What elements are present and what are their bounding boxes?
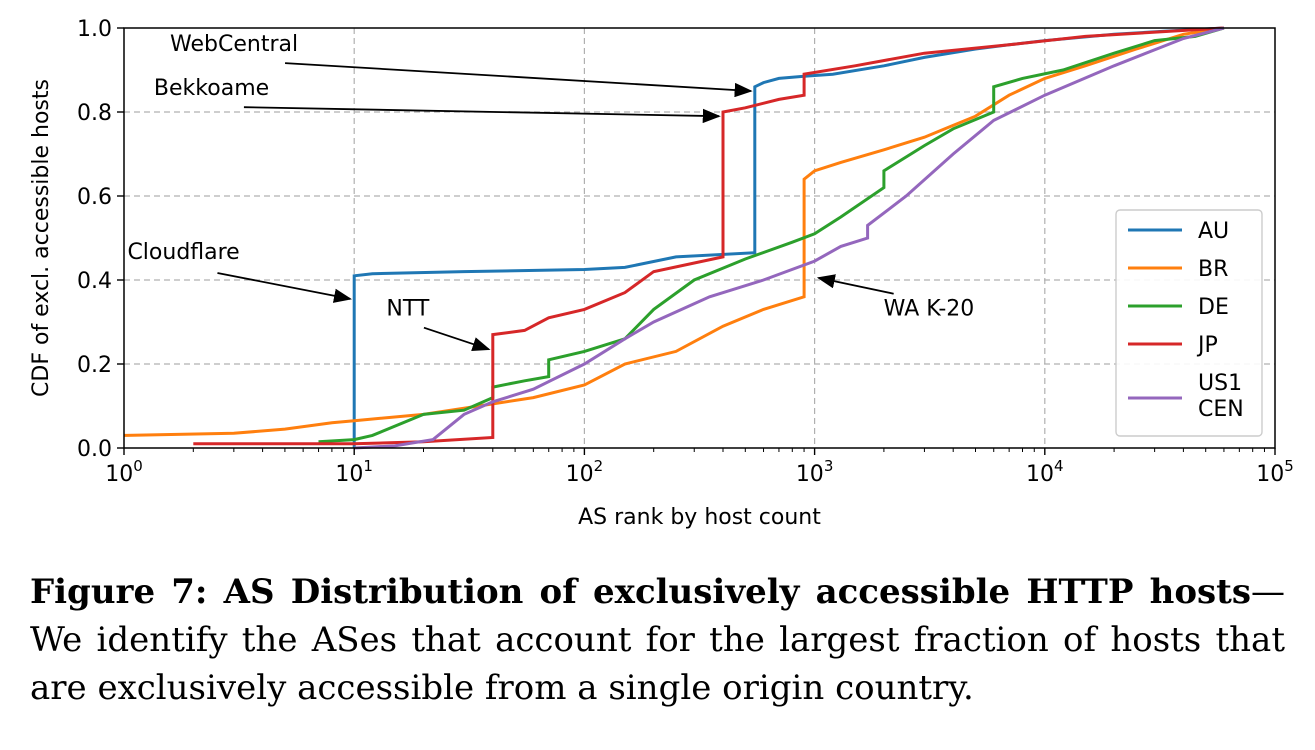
annotation-label: NTT [386, 297, 430, 322]
annotation-label: WebCentral [170, 32, 298, 57]
y-tick-label: 0.2 [77, 353, 112, 378]
ticks: 100 101 102 103 104 105 0.0 0.2 0.4 0.6 0.8 1.0 [77, 17, 1294, 487]
annotation-arrow [816, 274, 894, 295]
y-tick-label: 0.4 [77, 269, 112, 294]
annotation-label: Cloudflare [127, 240, 239, 265]
series-line-us1 [354, 26, 1225, 450]
annotation-arrow [243, 106, 721, 124]
x-axis-label: AS rank by host count [578, 505, 821, 530]
annotation-label: Bekkoame [154, 76, 269, 101]
caption-text: We identify the ASes that account for th… [30, 620, 1285, 708]
y-tick-label: 0.0 [77, 437, 112, 462]
legend: AU BR DE JP US1 CEN [1115, 209, 1263, 437]
caption-title: Figure 7: AS Distribution of exclusively… [30, 572, 1251, 612]
series-layer [123, 26, 1225, 450]
x-tick-label: 103 [796, 457, 834, 487]
legend-label: US1 CEN [1198, 371, 1244, 422]
series-line-jp [193, 26, 1224, 446]
annotations: WebCentral Bekkoame Cloudflare NTT WA K-20 [127, 32, 975, 352]
y-tick-label: 0.6 [77, 185, 112, 210]
series-line-br [123, 26, 1225, 437]
annotation-label: WA K-20 [884, 297, 975, 322]
legend-label: JP [1196, 333, 1218, 358]
plot-frame [123, 27, 1276, 449]
legend-label: BR [1198, 257, 1228, 282]
grid [124, 28, 1275, 448]
y-axis-label: CDF of excl. accessible hosts [29, 79, 54, 397]
annotation-arrow [284, 62, 753, 98]
y-tick-label: 0.8 [77, 101, 112, 126]
caption-dash: — [1251, 572, 1285, 612]
annotation-arrow [423, 326, 491, 352]
legend-label: DE [1198, 295, 1229, 320]
x-tick-label: 100 [105, 457, 143, 487]
annotation-arrow [217, 272, 352, 303]
legend-label: AU [1198, 219, 1229, 244]
figure-caption: Figure 7: AS Distribution of exclusively… [30, 568, 1285, 712]
x-tick-label: 102 [566, 457, 604, 487]
x-tick-label: 101 [335, 457, 373, 487]
series-line-au [352, 26, 1224, 448]
y-tick-label: 1.0 [77, 17, 112, 42]
x-tick-label: 104 [1026, 457, 1064, 487]
series-line-de [318, 26, 1225, 444]
cdf-chart: 100 101 102 103 104 105 0.0 0.2 0.4 0.6 0.8 1.0 Web… [29, 17, 1294, 530]
x-tick-label: 105 [1256, 457, 1294, 487]
